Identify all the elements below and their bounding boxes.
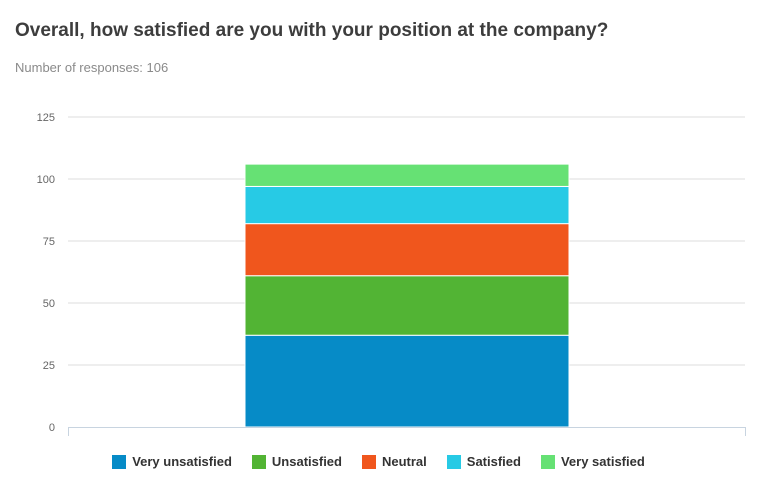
x-axis [68, 427, 746, 436]
legend-label: Neutral [381, 454, 427, 469]
bar-segment-very-unsatisfied[interactable] [244, 334, 570, 428]
legend-item-neutral[interactable]: Neutral [361, 454, 427, 469]
bar-segment-neutral[interactable] [244, 223, 570, 277]
y-axis-ticks: 0 25 50 75 100 125 [37, 112, 55, 434]
legend-item-very-unsatisfied[interactable]: Very unsatisfied [112, 454, 232, 469]
stacked-bar-chart: 0 25 50 75 100 125 [37, 112, 746, 436]
bar-segments[interactable] [244, 163, 570, 428]
bar-segment-unsatisfied[interactable] [244, 275, 570, 336]
y-tick-label: 125 [37, 112, 55, 124]
legend-swatch [446, 454, 461, 469]
bar-segment-very-satisfied[interactable] [244, 163, 570, 187]
y-tick-label: 100 [37, 174, 55, 186]
y-tick-label: 75 [43, 236, 55, 248]
legend-swatch [540, 454, 555, 469]
legend-item-satisfied[interactable]: Satisfied [446, 454, 521, 469]
chart-legend: Very unsatisfied Unsatisfied Neutral Satisf… [0, 454, 757, 469]
legend-item-very-satisfied[interactable]: Very satisfied [540, 454, 645, 469]
response-count: Number of responses: 106 [15, 60, 169, 75]
legend-label: Satisfied [466, 454, 521, 469]
y-tick-label: 50 [43, 298, 55, 310]
legend-label: Unsatisfied [271, 454, 342, 469]
y-tick-label: 25 [43, 360, 55, 372]
legend-label: Very unsatisfied [132, 454, 232, 469]
y-tick-label: 0 [49, 422, 55, 434]
legend-item-unsatisfied[interactable]: Unsatisfied [251, 454, 342, 469]
legend-label: Very satisfied [560, 454, 645, 469]
question-title: Overall, how satisfied are you with your… [15, 20, 609, 41]
legend-swatch [251, 454, 266, 469]
legend-swatch [112, 454, 127, 469]
legend-swatch [361, 454, 376, 469]
bar-segment-satisfied[interactable] [244, 185, 570, 225]
